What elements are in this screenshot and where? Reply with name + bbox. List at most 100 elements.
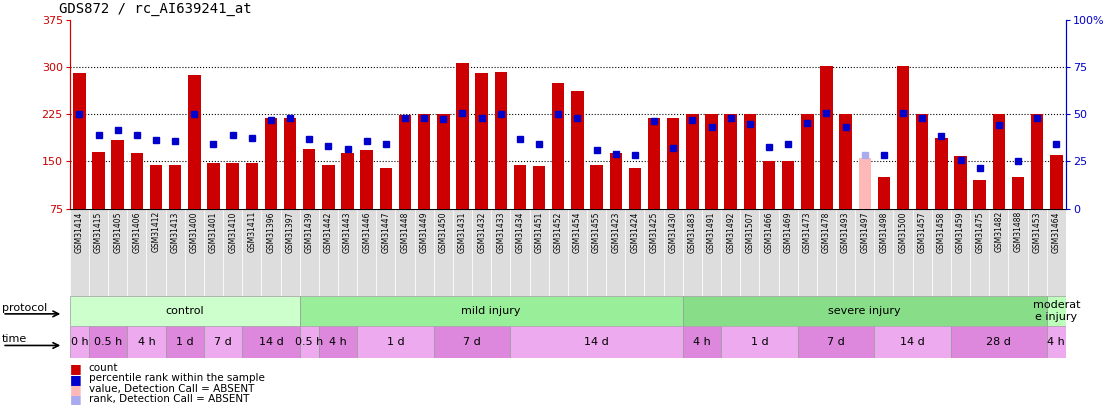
- Bar: [721, 326, 798, 358]
- Bar: [438, 115, 450, 209]
- Text: ■: ■: [70, 362, 82, 375]
- Text: 0 h: 0 h: [71, 337, 89, 347]
- Text: ■: ■: [70, 383, 82, 396]
- Bar: [433, 209, 453, 296]
- Bar: [265, 118, 277, 209]
- Bar: [625, 209, 645, 296]
- Text: value, Detection Call = ABSENT: value, Detection Call = ABSENT: [89, 384, 254, 394]
- Bar: [683, 209, 702, 296]
- Text: GSM31497: GSM31497: [860, 211, 870, 253]
- Text: GSM31411: GSM31411: [247, 211, 256, 252]
- Text: 7 d: 7 d: [214, 337, 232, 347]
- Bar: [322, 164, 335, 209]
- Text: protocol: protocol: [2, 303, 48, 313]
- Bar: [243, 209, 261, 296]
- Bar: [530, 209, 548, 296]
- Bar: [971, 209, 989, 296]
- Bar: [587, 209, 606, 296]
- Bar: [299, 209, 319, 296]
- Bar: [453, 209, 472, 296]
- Bar: [896, 66, 910, 209]
- Text: 4 h: 4 h: [329, 337, 347, 347]
- Bar: [92, 152, 105, 209]
- Bar: [932, 209, 951, 296]
- Bar: [664, 209, 683, 296]
- Text: GSM31500: GSM31500: [899, 211, 907, 253]
- Bar: [456, 63, 469, 209]
- Bar: [204, 326, 243, 358]
- Text: GSM31454: GSM31454: [573, 211, 582, 253]
- Bar: [223, 209, 243, 296]
- Bar: [779, 209, 798, 296]
- Bar: [686, 115, 698, 209]
- Bar: [702, 209, 721, 296]
- Text: 1 d: 1 d: [750, 337, 768, 347]
- Bar: [243, 326, 299, 358]
- Bar: [380, 168, 392, 209]
- Bar: [396, 209, 414, 296]
- Bar: [475, 73, 488, 209]
- Bar: [840, 115, 852, 209]
- Text: GSM31455: GSM31455: [592, 211, 601, 253]
- Bar: [70, 296, 299, 326]
- Text: moderat
e injury: moderat e injury: [1033, 300, 1080, 322]
- Bar: [801, 115, 813, 209]
- Text: 7 d: 7 d: [463, 337, 481, 347]
- Bar: [740, 209, 759, 296]
- Text: severe injury: severe injury: [829, 306, 901, 316]
- Text: 0.5 h: 0.5 h: [295, 337, 324, 347]
- Bar: [1030, 115, 1044, 209]
- Text: GSM31431: GSM31431: [458, 211, 466, 253]
- Text: GSM31447: GSM31447: [381, 211, 390, 253]
- Bar: [165, 326, 204, 358]
- Bar: [548, 209, 568, 296]
- Bar: [859, 158, 871, 209]
- Bar: [360, 150, 373, 209]
- Bar: [302, 149, 316, 209]
- Bar: [683, 296, 1047, 326]
- Bar: [127, 326, 165, 358]
- Text: GSM31396: GSM31396: [266, 211, 276, 253]
- Text: GSM31423: GSM31423: [612, 211, 620, 253]
- Bar: [1012, 177, 1024, 209]
- Text: GSM31415: GSM31415: [94, 211, 103, 253]
- Bar: [188, 75, 201, 209]
- Text: mild injury: mild injury: [461, 306, 521, 316]
- Text: GSM31430: GSM31430: [669, 211, 678, 253]
- Bar: [837, 209, 855, 296]
- Bar: [131, 153, 143, 209]
- Bar: [874, 209, 893, 296]
- Bar: [127, 209, 146, 296]
- Bar: [893, 209, 913, 296]
- Text: GSM31397: GSM31397: [286, 211, 295, 253]
- Bar: [494, 72, 507, 209]
- Bar: [377, 209, 396, 296]
- Text: GSM31453: GSM31453: [1033, 211, 1042, 253]
- Text: GSM31493: GSM31493: [841, 211, 850, 253]
- Text: 4 h: 4 h: [1047, 337, 1065, 347]
- Bar: [1027, 209, 1047, 296]
- Bar: [319, 326, 357, 358]
- Text: GSM31450: GSM31450: [439, 211, 448, 253]
- Bar: [762, 162, 776, 209]
- Text: GDS872 / rc_AI639241_at: GDS872 / rc_AI639241_at: [59, 2, 252, 16]
- Bar: [146, 209, 165, 296]
- Bar: [70, 326, 89, 358]
- Bar: [165, 209, 185, 296]
- Bar: [817, 209, 837, 296]
- Text: ■: ■: [70, 373, 82, 386]
- Text: GSM31425: GSM31425: [649, 211, 658, 253]
- Text: GSM31507: GSM31507: [746, 211, 755, 253]
- Bar: [954, 156, 967, 209]
- Bar: [185, 209, 204, 296]
- Bar: [974, 180, 986, 209]
- Text: count: count: [89, 363, 119, 373]
- Bar: [609, 153, 622, 209]
- Bar: [204, 209, 223, 296]
- Bar: [319, 209, 338, 296]
- Bar: [798, 209, 817, 296]
- Text: GSM31492: GSM31492: [726, 211, 736, 253]
- Bar: [951, 209, 971, 296]
- Bar: [820, 66, 833, 209]
- Text: GSM31466: GSM31466: [765, 211, 773, 253]
